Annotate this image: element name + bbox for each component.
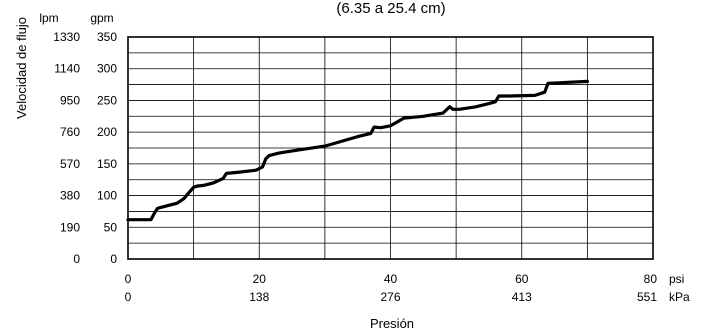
y-unit-lpm: lpm <box>39 11 58 25</box>
x-tick-psi-4: 80 <box>644 272 658 286</box>
flow-series-line <box>126 79 590 222</box>
plot-frame <box>127 36 654 260</box>
y-tick-gpm-3: 150 <box>97 157 117 171</box>
y-tick-labels: 0 0 50 190 100 380 150 570 200 760 250 950 300 1140 35… <box>53 30 117 266</box>
y-tick-gpm-7: 350 <box>97 30 117 44</box>
x-unit-kpa: kPa <box>669 290 690 304</box>
y-axis-title: Velocidad de flujo <box>14 17 29 119</box>
y-tick-lpm-2: 380 <box>60 189 80 203</box>
x-tick-kpa-1: 138 <box>249 290 269 304</box>
y-tick-lpm-4: 760 <box>60 125 80 139</box>
y-tick-gpm-4: 200 <box>97 125 117 139</box>
y-tick-gpm-0: 0 <box>110 252 117 266</box>
chart-subtitle: (6.35 a 25.4 cm) <box>336 0 445 17</box>
x-tick-labels: 0 0 20 138 40 276 60 413 80 551 <box>125 272 658 304</box>
x-tick-psi-3: 60 <box>515 272 529 286</box>
y-tick-gpm-2: 100 <box>97 189 117 203</box>
y-tick-lpm-1: 190 <box>60 220 80 234</box>
y-tick-gpm-6: 300 <box>97 62 117 76</box>
x-tick-psi-2: 40 <box>384 272 398 286</box>
x-tick-kpa-3: 413 <box>512 290 532 304</box>
x-tick-kpa-2: 276 <box>380 290 400 304</box>
x-tick-psi-0: 0 <box>125 272 132 286</box>
y-tick-gpm-1: 50 <box>104 220 118 234</box>
x-axis-title: Presión <box>370 316 414 331</box>
y-tick-lpm-3: 570 <box>60 157 80 171</box>
y-tick-lpm-5: 950 <box>60 93 80 107</box>
y-unit-gpm: gpm <box>90 11 113 25</box>
y-tick-lpm-0: 0 <box>73 252 80 266</box>
x-tick-psi-1: 20 <box>253 272 267 286</box>
y-tick-lpm-7: 1330 <box>53 30 80 44</box>
y-tick-lpm-6: 1140 <box>54 62 80 76</box>
x-tick-kpa-4: 551 <box>637 290 657 304</box>
x-unit-psi: psi <box>669 272 684 286</box>
x-tick-kpa-0: 0 <box>125 290 132 304</box>
grid-lines <box>127 36 654 260</box>
y-tick-gpm-5: 250 <box>97 93 117 107</box>
